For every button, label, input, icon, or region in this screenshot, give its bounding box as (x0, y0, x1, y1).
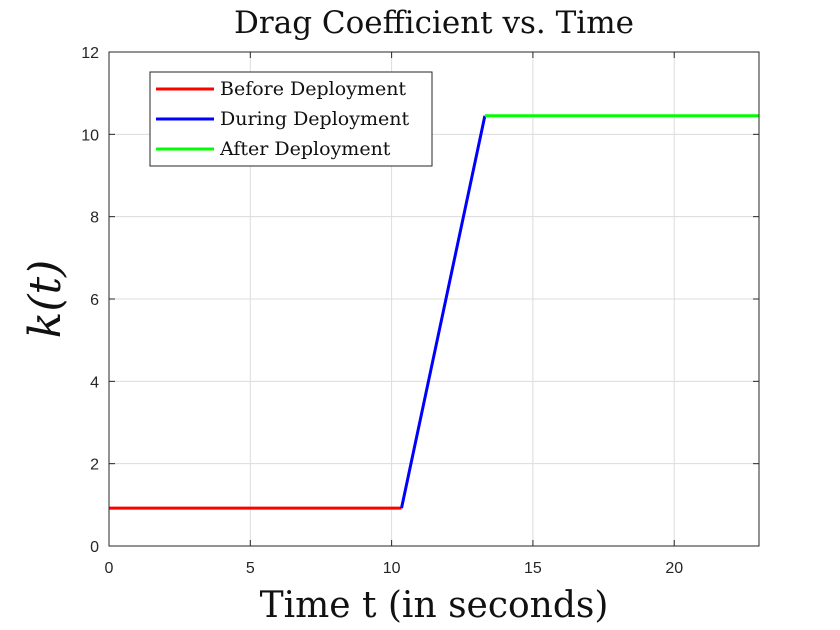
y-tick-label: 6 (90, 292, 99, 309)
y-tick-label: 10 (81, 127, 99, 144)
x-tick-label: 15 (524, 560, 542, 577)
x-tick-label: 10 (383, 560, 401, 577)
legend-label-1: Before Deployment (220, 78, 406, 100)
x-tick-label: 5 (246, 560, 255, 577)
y-tick-label: 4 (90, 374, 99, 391)
series-lines (109, 114, 759, 510)
legend-label-3: After Deployment (219, 138, 391, 160)
x-axis-label: Time t (in seconds) (260, 585, 609, 626)
y-tick-label: 2 (90, 457, 99, 474)
y-tick-label: 8 (90, 210, 99, 227)
legend-label-2: During Deployment (220, 108, 409, 130)
series-line-2 (400, 115, 487, 509)
y-tick-label: 0 (90, 539, 99, 556)
x-tick-label: 0 (105, 560, 114, 577)
x-tick-label: 20 (665, 560, 683, 577)
y-axis-label: k(t) (20, 260, 71, 339)
axis-ticks: 0 5 10 15 20 0 2 4 6 8 10 12 (81, 45, 759, 577)
legend: Before Deployment During Deployment After … (149, 71, 433, 167)
y-tick-label: 12 (81, 45, 99, 62)
chart-title: Drag Coefficient vs. Time (234, 5, 634, 41)
